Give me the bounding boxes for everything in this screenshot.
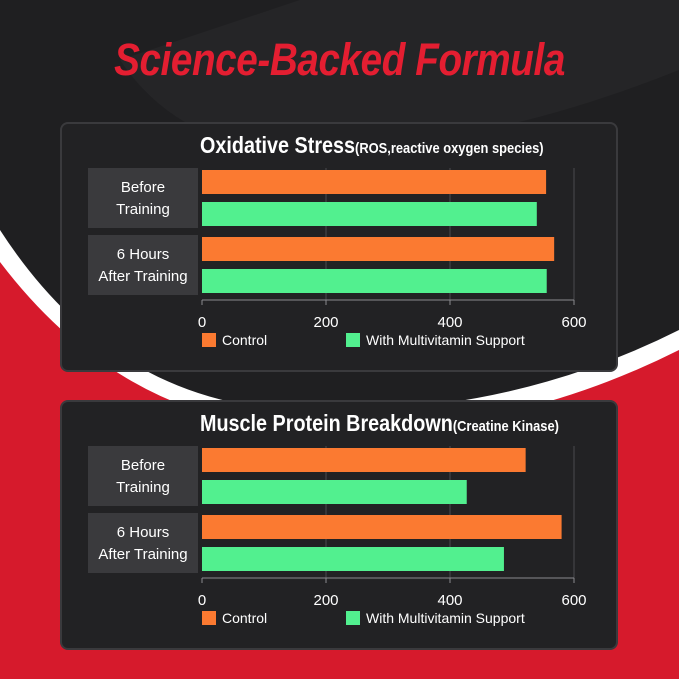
category-label-box [88, 235, 198, 295]
bar-control [202, 170, 547, 194]
bar-chart-muscle-protein: 0 200 400 600 Before Training 6 Hours After Tra… [88, 446, 587, 626]
chart-title-main: Oxidative Stress [200, 132, 356, 158]
legend-swatch [346, 333, 360, 347]
x-tick-label: 200 [313, 314, 338, 331]
category-label: Training [116, 479, 170, 496]
bar-chart-oxidative-stress: 0 200 400 600 Before Training 6 Hours After Tra… [88, 168, 587, 348]
category-label-box [88, 168, 198, 228]
chart-title-main: Muscle Protein Breakdown [200, 410, 453, 436]
page-headline: Science-Backed Formula [114, 34, 565, 85]
legend-label: With Multivitamin Support [366, 332, 525, 348]
chart-title-sub: (Creatine Kinase) [452, 418, 559, 435]
bar-control [202, 237, 555, 261]
category-label: After Training [98, 546, 187, 563]
bar-multivitamin [202, 547, 504, 571]
chart-panel-muscle-protein: Muscle Protein Breakdown(Creatine Kinase… [60, 400, 618, 650]
x-tick-label: 0 [198, 592, 206, 609]
chart-title-sub: (ROS,reactive oxygen species) [355, 140, 544, 157]
x-tick-label: 600 [561, 592, 586, 609]
category-label: Training [116, 201, 170, 218]
bar-control [202, 448, 526, 472]
category-label: Before [121, 179, 165, 196]
bar-multivitamin [202, 480, 467, 504]
x-tick-label: 400 [437, 592, 462, 609]
x-tick-label: 200 [313, 592, 338, 609]
legend-label: Control [222, 610, 267, 626]
chart-title: Muscle Protein Breakdown(Creatine Kinase… [200, 410, 559, 437]
x-tick-label: 400 [437, 314, 462, 331]
x-tick-label: 600 [561, 314, 586, 331]
bar-control [202, 515, 562, 539]
chart-title: Oxidative Stress(ROS,reactive oxygen spe… [200, 132, 544, 159]
legend-label: With Multivitamin Support [366, 610, 525, 626]
chart-panel-oxidative-stress: Oxidative Stress(ROS,reactive oxygen spe… [60, 122, 618, 372]
category-label: After Training [98, 268, 187, 285]
category-label-box [88, 513, 198, 573]
legend-swatch [202, 333, 216, 347]
legend-swatch [346, 611, 360, 625]
bar-multivitamin [202, 269, 547, 293]
bar-multivitamin [202, 202, 537, 226]
legend-swatch [202, 611, 216, 625]
category-label: 6 Hours [117, 246, 170, 263]
legend-label: Control [222, 332, 267, 348]
x-tick-label: 0 [198, 314, 206, 331]
category-label: Before [121, 457, 165, 474]
category-label-box [88, 446, 198, 506]
category-label: 6 Hours [117, 524, 170, 541]
